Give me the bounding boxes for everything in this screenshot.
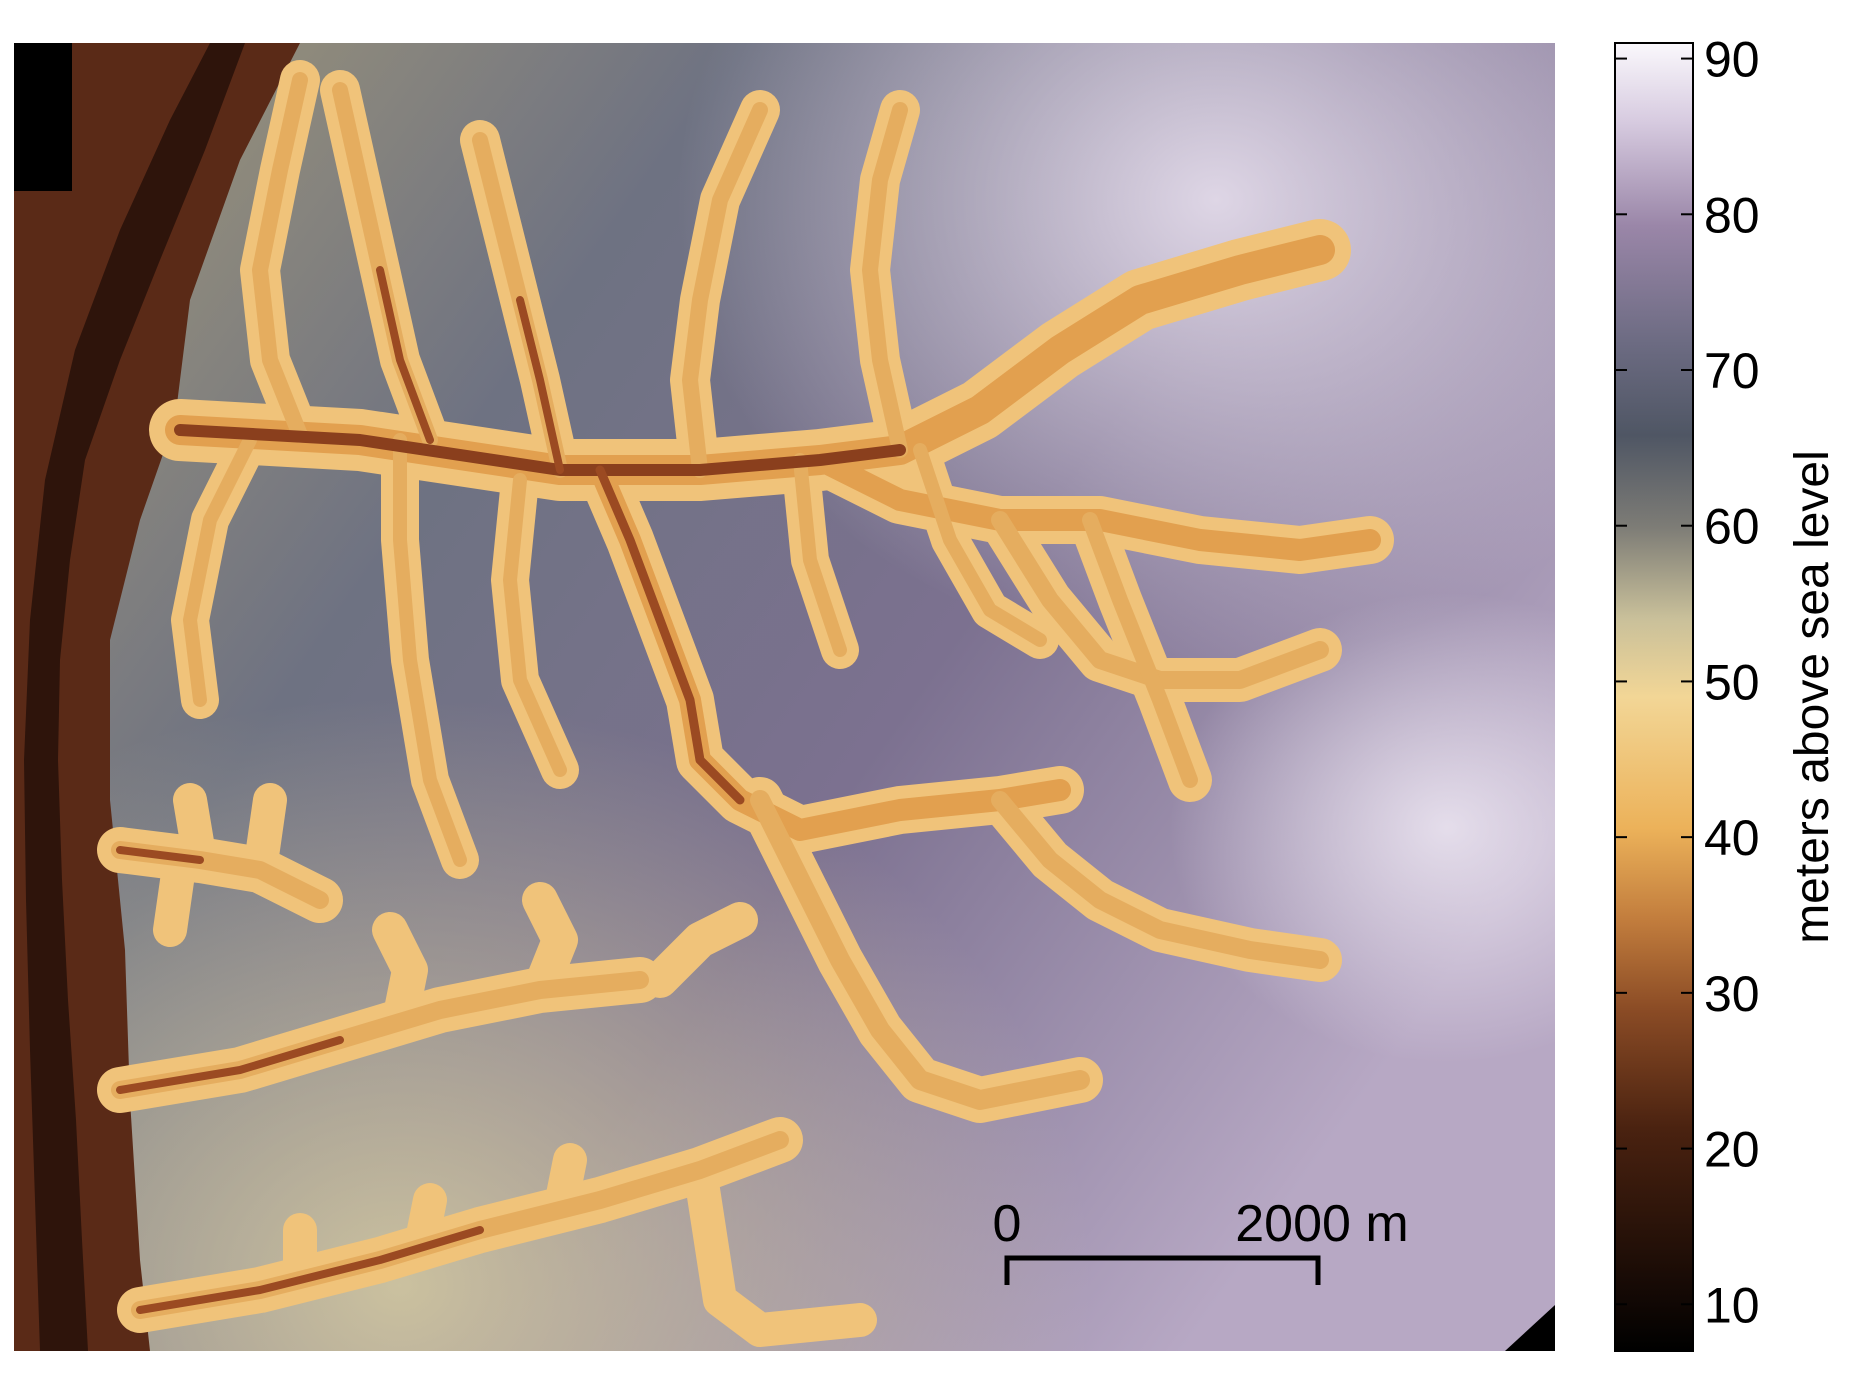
colorbar-tick-label: 30 — [1704, 966, 1760, 1022]
valley-floors — [111, 72, 1381, 1319]
colorbar-tick-label: 10 — [1704, 1277, 1760, 1333]
colorbar-ramp — [1614, 42, 1694, 1352]
colorbar-tick-label: 20 — [1704, 1122, 1760, 1178]
colorbar-tick-label: 60 — [1704, 499, 1760, 555]
scale-bar: 0 2000 m — [993, 1195, 1409, 1285]
main-river-channel — [24, 43, 245, 1351]
scale-bar-start-label: 0 — [993, 1195, 1022, 1253]
colorbar-ticks: 10 20 30 40 50 60 70 80 90 — [1615, 32, 1760, 1333]
nodata-corner-bottom-right — [1505, 1305, 1555, 1351]
colorbar-tick-label: 80 — [1704, 187, 1760, 243]
colorbar-tick-label: 70 — [1704, 343, 1760, 399]
nodata-corner — [14, 43, 72, 191]
scale-bar-line — [1004, 1255, 1321, 1285]
colorbar-title: meters above sea level — [1786, 450, 1839, 944]
colorbar-tick-label: 90 — [1704, 32, 1760, 88]
colorbar-tick-label: 40 — [1704, 810, 1760, 866]
colorbar: 10 20 30 40 50 60 70 80 90 meters above sea leve… — [1614, 32, 1839, 1352]
terrain-panel — [14, 43, 1555, 1351]
colorbar-tick-label: 50 — [1704, 654, 1760, 710]
scale-bar-end-label: 2000 m — [1235, 1195, 1408, 1253]
